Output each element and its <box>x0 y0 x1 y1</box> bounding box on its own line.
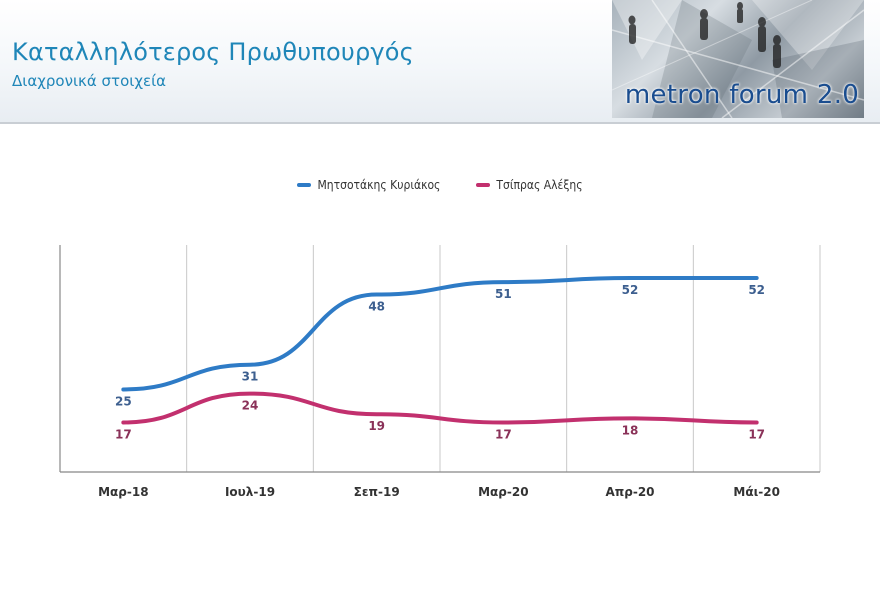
data-label: 18 <box>622 423 639 437</box>
legend-label-mitsotakis: Μητσοτάκης Κυριάκος <box>317 178 441 192</box>
header: Καταλληλότερος Πρωθυπουργός Διαχρονικά σ… <box>0 0 880 124</box>
x-tick-label: Μάι-20 <box>733 485 780 499</box>
data-label: 17 <box>748 427 765 441</box>
data-label: 52 <box>748 283 765 297</box>
logo-background-graphic <box>612 0 864 118</box>
data-label: 25 <box>115 394 132 408</box>
metron-forum-logo: metron forum 2.0 <box>612 0 864 118</box>
data-label: 17 <box>115 427 132 441</box>
legend-item-tsipras: Τσίπρας Αλέξης <box>476 178 583 192</box>
legend-swatch-blue <box>297 183 312 187</box>
legend-item-mitsotakis: Μητσοτάκης Κυριάκος <box>297 178 440 192</box>
data-label: 51 <box>495 287 512 301</box>
data-label: 52 <box>622 283 639 297</box>
data-label: 48 <box>368 300 385 314</box>
x-tick-label: Σεπ-19 <box>354 485 400 499</box>
legend-swatch-pink <box>476 183 491 187</box>
line-chart: Μαρ-18 Ιουλ-19 Σεπ-19 Μαρ-20 Απρ-20 Μάι-20 25 3… <box>59 245 821 499</box>
data-label: 19 <box>368 419 385 433</box>
x-tick-label: Μαρ-20 <box>478 485 528 499</box>
series-line-0 <box>121 276 759 392</box>
page-title: Καταλληλότερος Πρωθυπουργός <box>12 38 414 66</box>
logo-text: metron forum 2.0 <box>624 80 860 110</box>
x-tick-label: Μαρ-18 <box>98 485 148 499</box>
chart-area: Μητσοτάκης Κυριάκος Τσίπρας Αλέξης Μαρ-1… <box>0 122 880 591</box>
data-label: 24 <box>242 399 259 413</box>
page-subtitle: Διαχρονικά στοιχεία <box>12 72 167 90</box>
data-label: 17 <box>495 427 512 441</box>
legend-label-tsipras: Τσίπρας Αλέξης <box>496 178 583 192</box>
x-tick-label: Ιουλ-19 <box>225 485 275 499</box>
series-line-1 <box>121 391 759 425</box>
chart-legend: Μητσοτάκης Κυριάκος Τσίπρας Αλέξης <box>0 178 880 192</box>
x-tick-label: Απρ-20 <box>605 485 654 499</box>
data-label: 31 <box>242 370 259 384</box>
